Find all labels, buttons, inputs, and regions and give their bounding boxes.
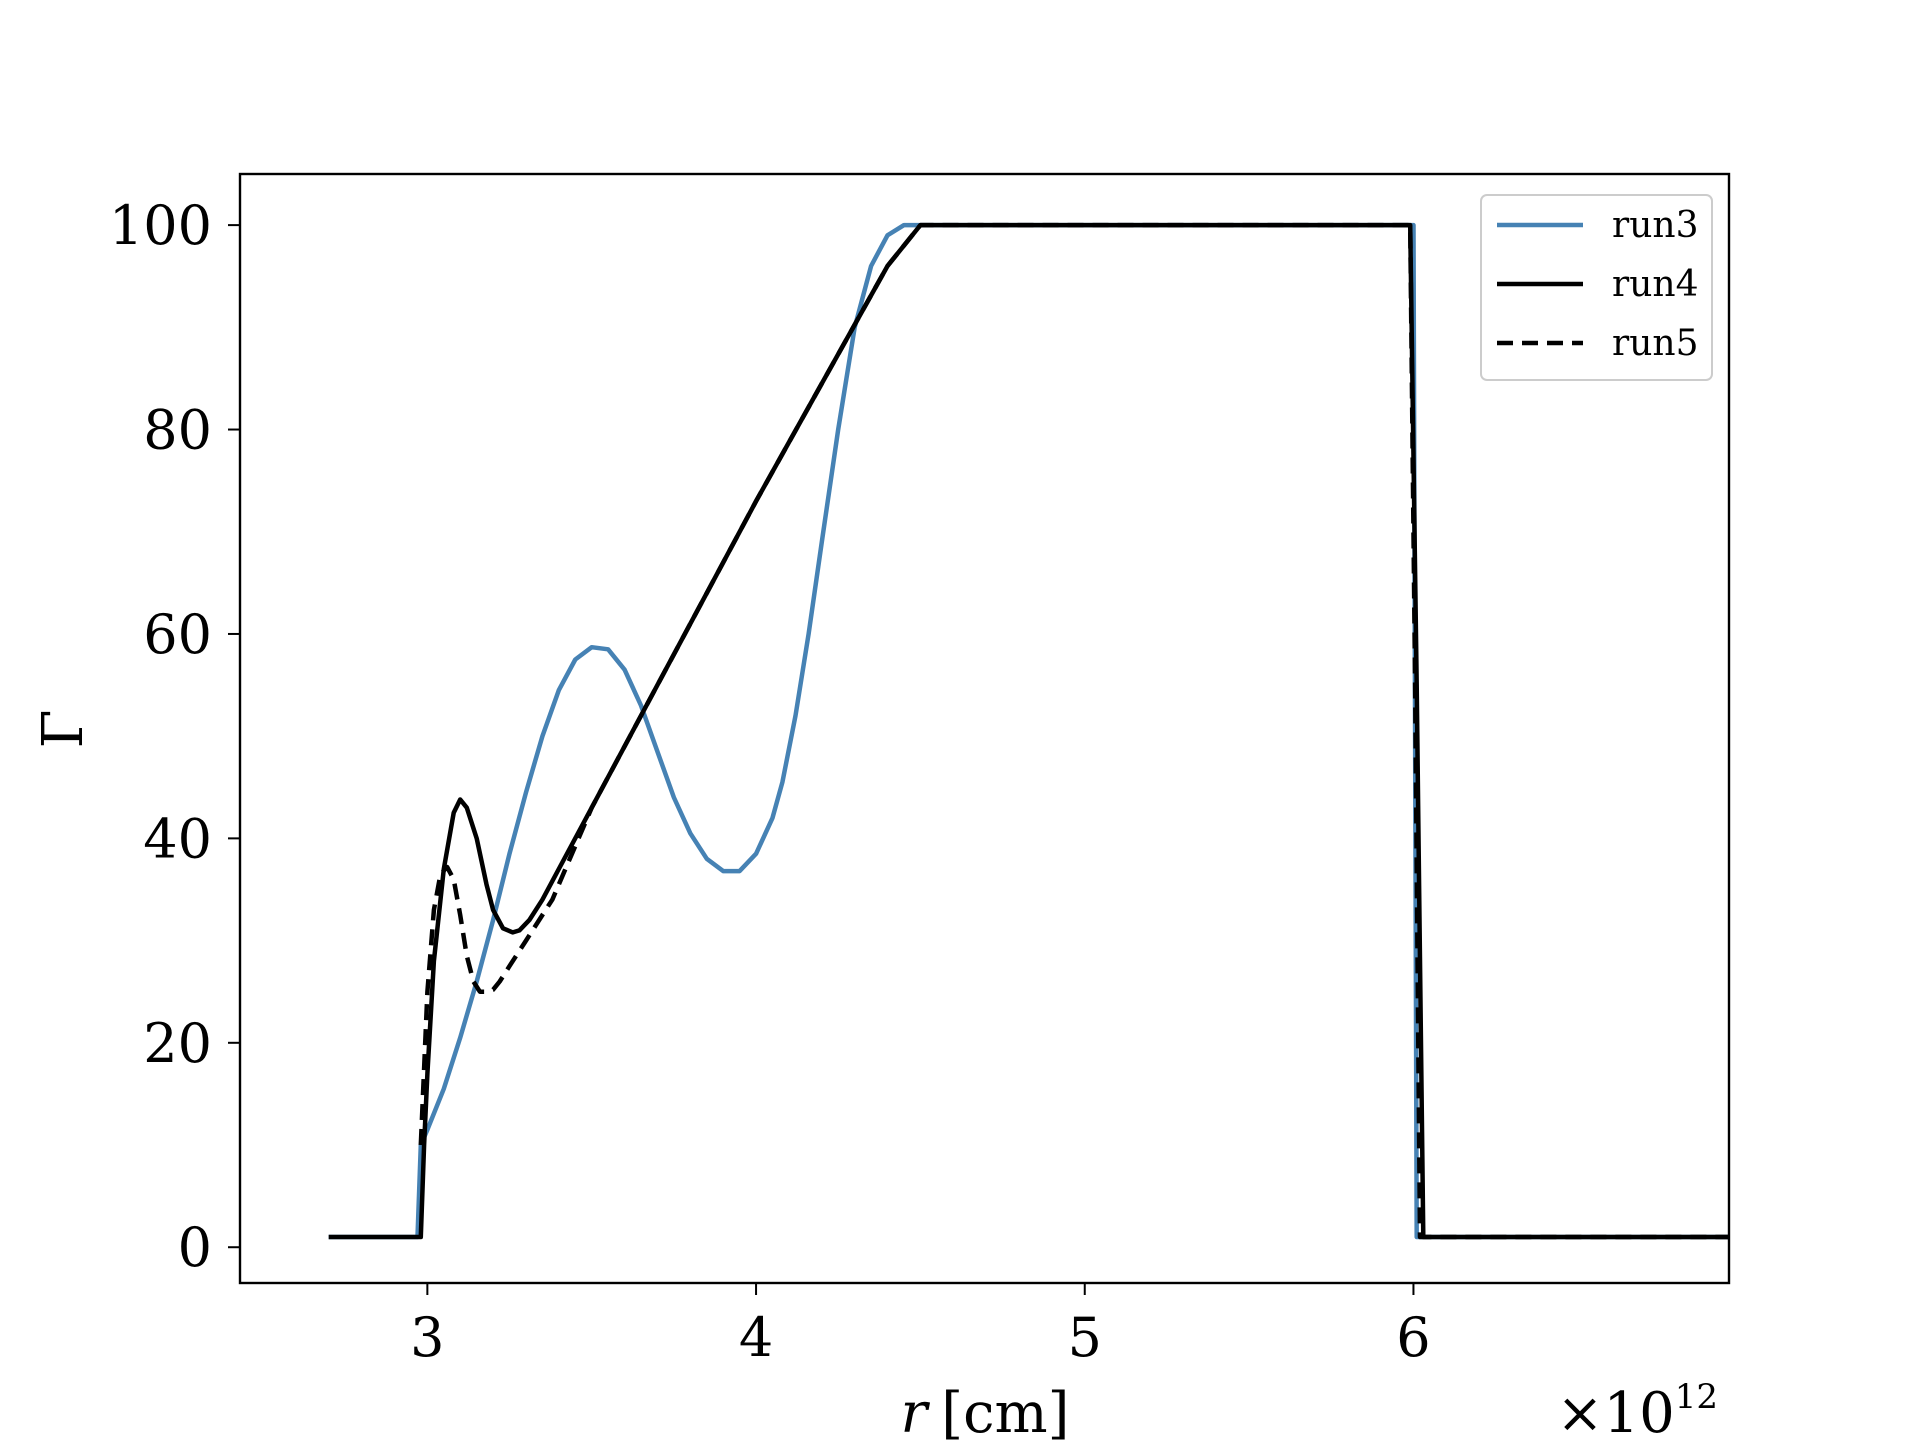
- x-axis: 3 4 5 6: [410, 1283, 1431, 1369]
- x-axis-offset-label: ×1012: [1557, 1377, 1718, 1440]
- y-tick-label: 0: [178, 1216, 212, 1279]
- y-tick-label: 20: [143, 1012, 212, 1075]
- series-line-run5: [418, 222, 1729, 1240]
- x-tick-label: 4: [739, 1306, 773, 1369]
- y-axis-label: Γ: [31, 710, 96, 749]
- x-tick-label: 6: [1396, 1306, 1430, 1369]
- x-tick-label: 5: [1068, 1306, 1102, 1369]
- y-tick-label: 60: [143, 603, 212, 666]
- y-tick-label: 100: [109, 194, 212, 257]
- legend-label-run5: run5: [1612, 323, 1698, 364]
- series-layer: [328, 222, 1729, 1240]
- x-tick-label: 3: [410, 1306, 444, 1369]
- x-offset-exponent: 12: [1675, 1377, 1718, 1417]
- y-axis: 0 20 40 60 80 100: [109, 194, 240, 1279]
- legend-label-run3: run3: [1612, 205, 1698, 246]
- legend-label-run4: run4: [1612, 264, 1698, 305]
- x-axis-label-variable: r: [901, 1381, 931, 1440]
- legend-frame: [1480, 194, 1713, 381]
- x-axis-label: r [cm]: [901, 1381, 1070, 1440]
- legend: run3 run4 run5: [1480, 194, 1713, 381]
- x-axis-label-unit: [cm]: [941, 1381, 1069, 1440]
- y-tick-label: 80: [143, 399, 212, 462]
- y-tick-label: 40: [143, 807, 212, 870]
- x-offset-base: ×10: [1557, 1381, 1675, 1440]
- plot-frame: [238, 172, 1731, 1285]
